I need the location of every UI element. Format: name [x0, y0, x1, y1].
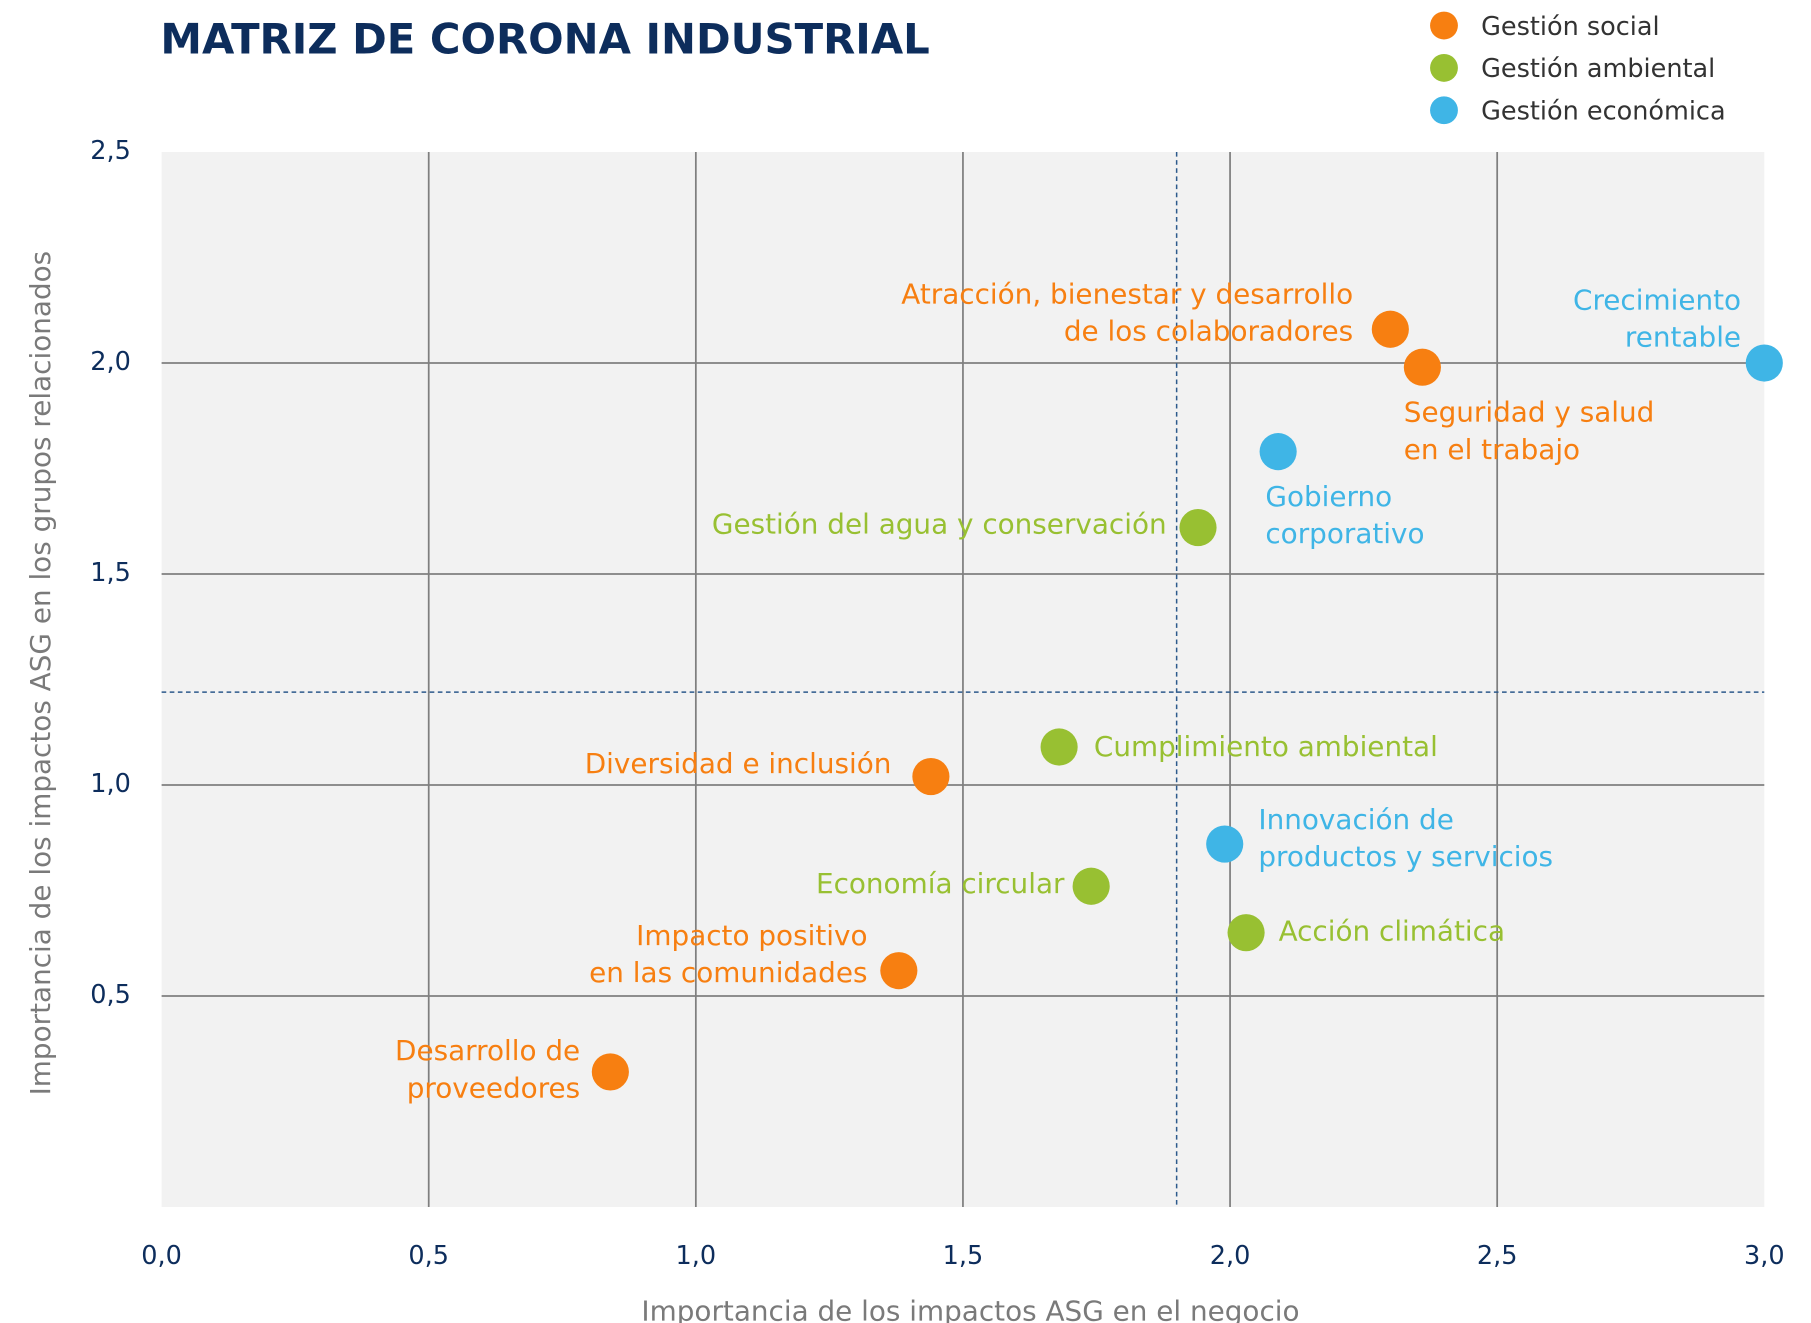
y-tick-label: 2,0 [90, 347, 131, 377]
chart-title: MATRIZ DE CORONA INDUSTRIAL [160, 14, 929, 63]
y-tick-label: 1,0 [90, 769, 131, 799]
point-label: Desarrollo de [395, 1034, 580, 1067]
point [1403, 348, 1441, 386]
point-label: productos y servicios [1258, 840, 1553, 873]
x-tick-label: 2,0 [1210, 1241, 1251, 1271]
point-label: Economía circular [816, 867, 1065, 900]
point-label: Gobierno [1265, 480, 1392, 513]
point-label: Innovación de [1258, 803, 1453, 836]
x-tick-label: 1,0 [676, 1241, 717, 1271]
x-tick-label: 0,5 [408, 1241, 449, 1271]
point [591, 1053, 629, 1091]
y-tick-label: 2,5 [90, 136, 131, 166]
point-label: Cumplimiento ambiental [1094, 730, 1438, 763]
point [1206, 825, 1244, 863]
x-tick-label: 3,0 [1744, 1241, 1785, 1271]
legend-label: Gestión económica [1481, 97, 1725, 127]
point-label: Impacto positivo [636, 919, 867, 952]
point-label: Acción climática [1279, 915, 1505, 948]
point [1227, 914, 1265, 952]
y-tick-label: 0,5 [90, 980, 131, 1010]
point-label: Diversidad e inclusión [585, 747, 892, 780]
point-label: en el trabajo [1404, 433, 1580, 466]
point-label: rentable [1625, 321, 1741, 354]
point-label: en las comunidades [589, 956, 867, 989]
legend-label: Gestión social [1481, 12, 1660, 42]
legend-marker [1430, 11, 1458, 40]
point-label: Seguridad y salud [1404, 396, 1655, 429]
legend-marker [1430, 53, 1458, 82]
y-axis-title: Importancia de los impactos ASG en los g… [24, 251, 57, 1096]
x-tick-label: 2,5 [1477, 1241, 1518, 1271]
point-label: proveedores [407, 1071, 580, 1104]
point [1072, 867, 1110, 905]
x-tick-label: 0,0 [141, 1241, 182, 1271]
point [1040, 728, 1078, 766]
legend-label: Gestión ambiental [1481, 54, 1715, 84]
point-label: corporativo [1265, 517, 1424, 550]
x-axis-title: Importancia de los impactos ASG en el ne… [641, 1295, 1299, 1323]
point [880, 952, 918, 990]
x-tick-label: 1,5 [943, 1241, 984, 1271]
point [1179, 509, 1217, 547]
legend-marker [1430, 96, 1458, 125]
point-label: Crecimiento [1573, 284, 1741, 317]
point [912, 757, 950, 796]
point [1371, 310, 1409, 348]
point-label: de los colaboradores [1064, 315, 1353, 348]
point [1745, 344, 1783, 382]
point [1259, 433, 1297, 471]
point-label: Gestión del agua y conservación [712, 507, 1167, 540]
point-label: Atracción, bienestar y desarrollo [901, 278, 1353, 311]
y-tick-label: 1,5 [90, 558, 131, 588]
